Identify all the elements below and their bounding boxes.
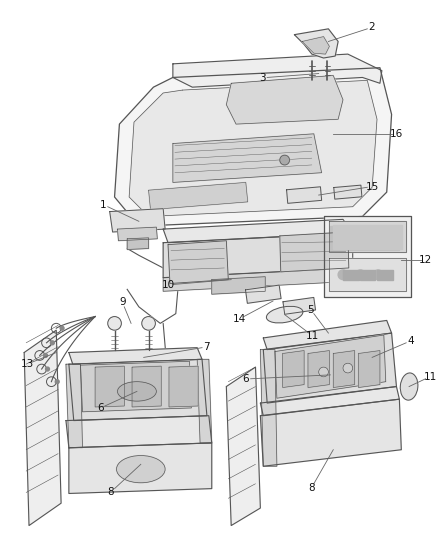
Text: 7: 7 xyxy=(204,342,210,352)
Polygon shape xyxy=(360,270,375,280)
Circle shape xyxy=(142,317,155,330)
Polygon shape xyxy=(333,351,355,387)
Text: 3: 3 xyxy=(259,73,265,83)
Polygon shape xyxy=(163,233,353,278)
Circle shape xyxy=(343,363,353,373)
Polygon shape xyxy=(245,285,281,303)
Circle shape xyxy=(108,317,121,330)
Polygon shape xyxy=(359,351,380,387)
Polygon shape xyxy=(127,238,148,249)
Circle shape xyxy=(60,326,64,330)
Polygon shape xyxy=(294,29,338,58)
Polygon shape xyxy=(115,68,392,226)
Polygon shape xyxy=(260,386,399,416)
Text: 8: 8 xyxy=(108,487,114,497)
Polygon shape xyxy=(343,270,359,280)
Ellipse shape xyxy=(400,373,418,400)
Polygon shape xyxy=(148,182,248,209)
Polygon shape xyxy=(173,134,321,182)
Text: 16: 16 xyxy=(390,129,403,139)
Polygon shape xyxy=(132,366,161,407)
Circle shape xyxy=(373,270,383,280)
Polygon shape xyxy=(66,416,212,448)
Text: 12: 12 xyxy=(419,255,432,265)
Polygon shape xyxy=(330,226,399,251)
Polygon shape xyxy=(226,367,260,526)
Polygon shape xyxy=(334,185,362,199)
Polygon shape xyxy=(129,80,377,216)
Polygon shape xyxy=(117,227,157,241)
Text: 6: 6 xyxy=(243,374,249,384)
Polygon shape xyxy=(260,350,277,466)
Polygon shape xyxy=(263,320,392,350)
Circle shape xyxy=(319,367,328,377)
Circle shape xyxy=(338,270,348,280)
Polygon shape xyxy=(329,221,406,253)
Polygon shape xyxy=(226,76,343,124)
Polygon shape xyxy=(66,364,82,448)
Text: 8: 8 xyxy=(308,483,315,493)
Polygon shape xyxy=(280,232,349,272)
Circle shape xyxy=(44,353,47,358)
Polygon shape xyxy=(24,330,61,526)
Polygon shape xyxy=(69,443,212,494)
Polygon shape xyxy=(69,359,207,421)
Ellipse shape xyxy=(117,456,165,483)
Polygon shape xyxy=(283,351,304,387)
Polygon shape xyxy=(302,37,329,54)
Text: 5: 5 xyxy=(307,305,314,315)
Text: 2: 2 xyxy=(369,22,375,33)
Polygon shape xyxy=(95,366,124,407)
Polygon shape xyxy=(169,366,198,407)
Text: 11: 11 xyxy=(424,372,437,382)
Polygon shape xyxy=(168,241,228,284)
Polygon shape xyxy=(275,335,386,398)
Polygon shape xyxy=(173,54,382,87)
Polygon shape xyxy=(260,399,401,466)
Polygon shape xyxy=(263,333,396,403)
Circle shape xyxy=(55,379,59,384)
Polygon shape xyxy=(81,361,191,412)
Text: 10: 10 xyxy=(162,280,175,290)
Text: 4: 4 xyxy=(407,336,414,346)
Polygon shape xyxy=(308,351,329,387)
Ellipse shape xyxy=(117,382,156,401)
Polygon shape xyxy=(324,216,411,297)
Circle shape xyxy=(46,367,49,371)
Polygon shape xyxy=(286,187,321,203)
Polygon shape xyxy=(163,268,353,292)
Polygon shape xyxy=(197,359,212,443)
Polygon shape xyxy=(329,258,406,292)
Circle shape xyxy=(280,155,290,165)
Text: 15: 15 xyxy=(365,182,379,191)
Text: 9: 9 xyxy=(119,297,126,308)
Polygon shape xyxy=(69,348,202,364)
Polygon shape xyxy=(212,277,265,294)
Polygon shape xyxy=(283,297,315,314)
Circle shape xyxy=(356,270,365,280)
Text: 13: 13 xyxy=(21,359,34,369)
Polygon shape xyxy=(333,225,402,248)
Text: 1: 1 xyxy=(100,200,107,209)
Polygon shape xyxy=(163,220,353,243)
Text: 11: 11 xyxy=(306,331,319,341)
Circle shape xyxy=(50,341,54,345)
Polygon shape xyxy=(110,208,165,232)
Text: 14: 14 xyxy=(233,314,246,324)
Ellipse shape xyxy=(266,306,303,323)
Text: 6: 6 xyxy=(97,403,104,413)
Polygon shape xyxy=(377,270,392,280)
